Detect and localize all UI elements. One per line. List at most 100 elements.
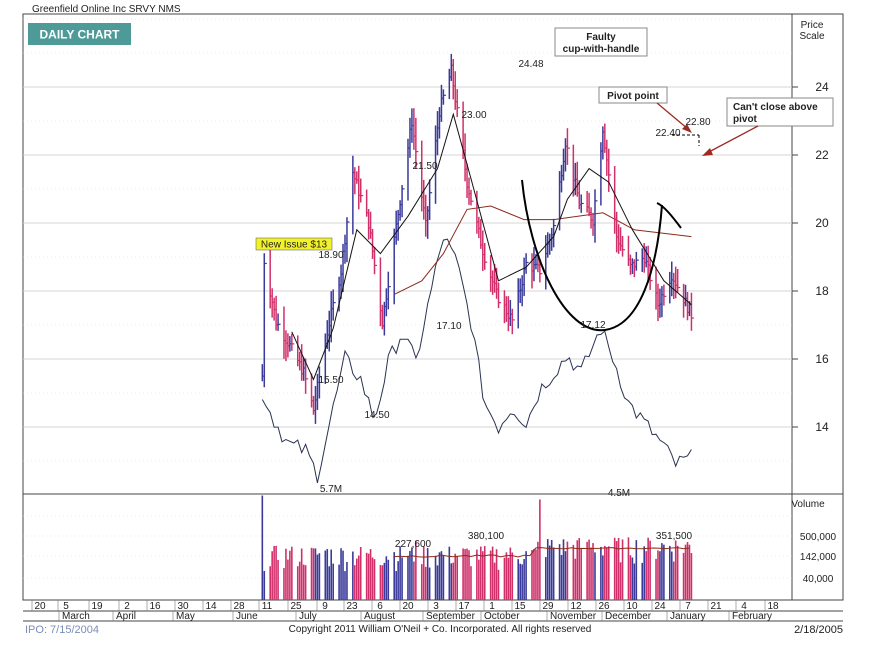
volume-tick-label: 40,000 [803,574,834,585]
price-point-label: 18.90 [318,250,343,261]
volume-bars [261,495,693,600]
price-tick-label: 24 [815,80,829,94]
price-tick-label: 16 [815,352,829,366]
daily-chart-badge [28,23,131,45]
price-bar [690,292,694,331]
date-tick-label: 18 [767,601,779,612]
price-tick-label: 22 [815,148,829,162]
date-tick-label: 6 [377,601,383,612]
price-bar [635,251,639,271]
cant-close-text-2: pivot [733,114,758,125]
price-scale-label-1: Price [801,20,824,31]
month-label: February [732,611,772,622]
date-tick-label: 12 [570,601,582,612]
price-bar [608,148,612,192]
chart-date: 2/18/2005 [794,624,843,636]
copyright: Copyright 2011 William O'Neil + Co. Inco… [289,624,592,635]
date-tick-label: 5 [63,601,69,612]
handle-curve [656,202,682,229]
price-scale-label-2: Scale [799,31,824,42]
pivot-text: Pivot point [607,91,659,102]
date-tick-label: 23 [346,601,358,612]
moving-average-10-line [291,112,692,381]
faulty-text-2: cup-with-handle [563,44,640,55]
price-bar [539,260,543,283]
date-tick-label: 2 [124,601,130,612]
price-bar [346,217,350,263]
price-point-label: 17.12 [580,320,605,331]
price-bar [511,308,515,335]
price-bar [566,128,570,165]
volume-point-label: 351,500 [656,531,693,542]
date-tick-label: 30 [177,601,189,612]
price-bar [318,366,322,399]
date-tick-label: 20 [34,601,46,612]
volume-point-label: 4.5M [608,488,630,499]
pivot-annotation-box [598,86,668,104]
volume-axis: 500,000 142,000 40,000 [800,532,837,585]
date-tick-label: 25 [290,601,302,612]
price-tick-label: 14 [815,420,829,434]
month-label: December [605,611,652,622]
month-label: May [176,611,195,622]
price-bar [277,313,281,331]
price-bar [442,89,446,105]
volume-panel-frame [22,493,844,601]
date-tick-label: 16 [149,601,161,612]
date-tick-label: 3 [433,601,439,612]
ipo-date: IPO: 7/15/2004 [25,624,99,636]
month-label: July [299,611,317,622]
month-label: November [550,611,597,622]
price-bar [456,89,460,118]
volume-tick-label: 142,000 [800,552,837,563]
cant-close-arrow [706,125,759,154]
pivot-arrowhead [682,124,692,133]
price-labels: 18.90 15.50 14.50 21.50 17.10 23.00 24.48 17.12… [318,59,710,421]
volume-labels: 5.7M 227,600 380,100 4.5M 351,500 [320,484,693,550]
date-tick-label: 19 [91,601,103,612]
date-tick-label: 28 [233,601,245,612]
date-tick-label: 15 [514,601,526,612]
date-tick-label: 26 [598,601,610,612]
month-label: March [62,611,90,622]
date-tick-label: 24 [654,601,666,612]
price-point-label: 22.80 [685,117,710,128]
chart-title: Greenfield Online Inc SRVY NMS [32,4,181,15]
price-panel-frame [22,13,844,495]
price-bar [552,218,557,248]
price-point-label: 23.00 [461,110,486,121]
month-label: June [236,611,258,622]
price-bar [594,189,598,243]
price-bar [387,271,391,310]
price-point-label: 22.40 [655,128,680,139]
date-tick-label: 20 [402,601,414,612]
price-point-label: 15.50 [318,375,343,386]
cant-close-annotation-box [726,97,834,127]
price-bar [332,289,336,321]
volume-point-label: 5.7M [320,484,342,495]
date-tick-label: 17 [458,601,470,612]
price-point-label: 21.50 [412,161,437,172]
price-bar [428,179,433,220]
price-bar [359,178,364,203]
price-bar [663,284,667,306]
faulty-annotation-box [554,27,648,57]
month-label: January [670,611,706,622]
price-point-label: 17.10 [436,321,461,332]
price-bar [470,189,474,206]
new-issue-text: New Issue $13 [261,240,328,251]
price-bar [525,253,529,274]
month-label: September [426,611,476,622]
price-tick-label: 18 [815,284,829,298]
price-bar [484,243,488,270]
price-bar [304,358,309,394]
volume-moving-average [394,547,690,558]
cant-close-arrowhead [702,148,713,156]
volume-point-label: 380,100 [468,531,505,542]
pivot-arrow [656,102,689,130]
date-tick-label: 29 [542,601,554,612]
cant-close-text-1: Can't close above [733,102,818,113]
date-tick-label: 21 [710,601,722,612]
daily-chart-label: DAILY CHART [39,28,120,42]
